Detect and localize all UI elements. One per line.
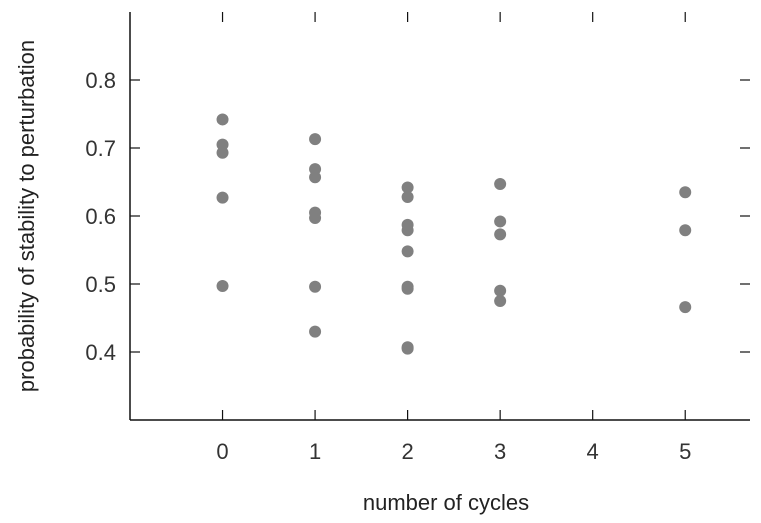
data-point [679,186,692,199]
x-tick-label: 2 [401,439,413,464]
y-tick-label: 0.7 [85,136,116,161]
axes-frame [129,12,750,421]
data-point [494,215,507,228]
x-tick-label: 3 [494,439,506,464]
data-point [309,212,322,225]
data-points [216,113,692,355]
data-point [679,301,692,314]
y-tick-label: 0.5 [85,272,116,297]
data-point [216,280,229,293]
data-point [309,171,322,184]
data-point [401,245,414,258]
data-point [679,224,692,237]
data-point [309,280,322,293]
y-tick-label: 0.6 [85,204,116,229]
x-tick-label: 4 [587,439,599,464]
data-point [494,178,507,191]
data-point [494,228,507,241]
x-axis: 0 1 2 3 4 5 [216,12,691,464]
x-tick-label: 5 [679,439,691,464]
data-point [401,190,414,203]
data-point [309,325,322,338]
data-point [401,181,414,194]
y-axis-label: probability of stability to perturbation [14,40,39,392]
y-axis: 0.4 0.5 0.6 0.7 0.8 [85,68,750,365]
data-point [494,295,507,307]
y-tick-label: 0.4 [85,340,116,365]
data-point [216,113,229,126]
x-tick-label: 0 [216,439,228,464]
y-tick-label: 0.8 [85,68,116,93]
x-axis-label: number of cycles [363,490,529,515]
x-tick-label: 1 [309,439,321,464]
data-point [401,282,414,295]
data-point [401,224,414,237]
data-point [309,133,322,146]
data-point [216,146,229,159]
data-point [401,342,414,355]
data-point [494,284,507,297]
data-point [216,191,229,204]
